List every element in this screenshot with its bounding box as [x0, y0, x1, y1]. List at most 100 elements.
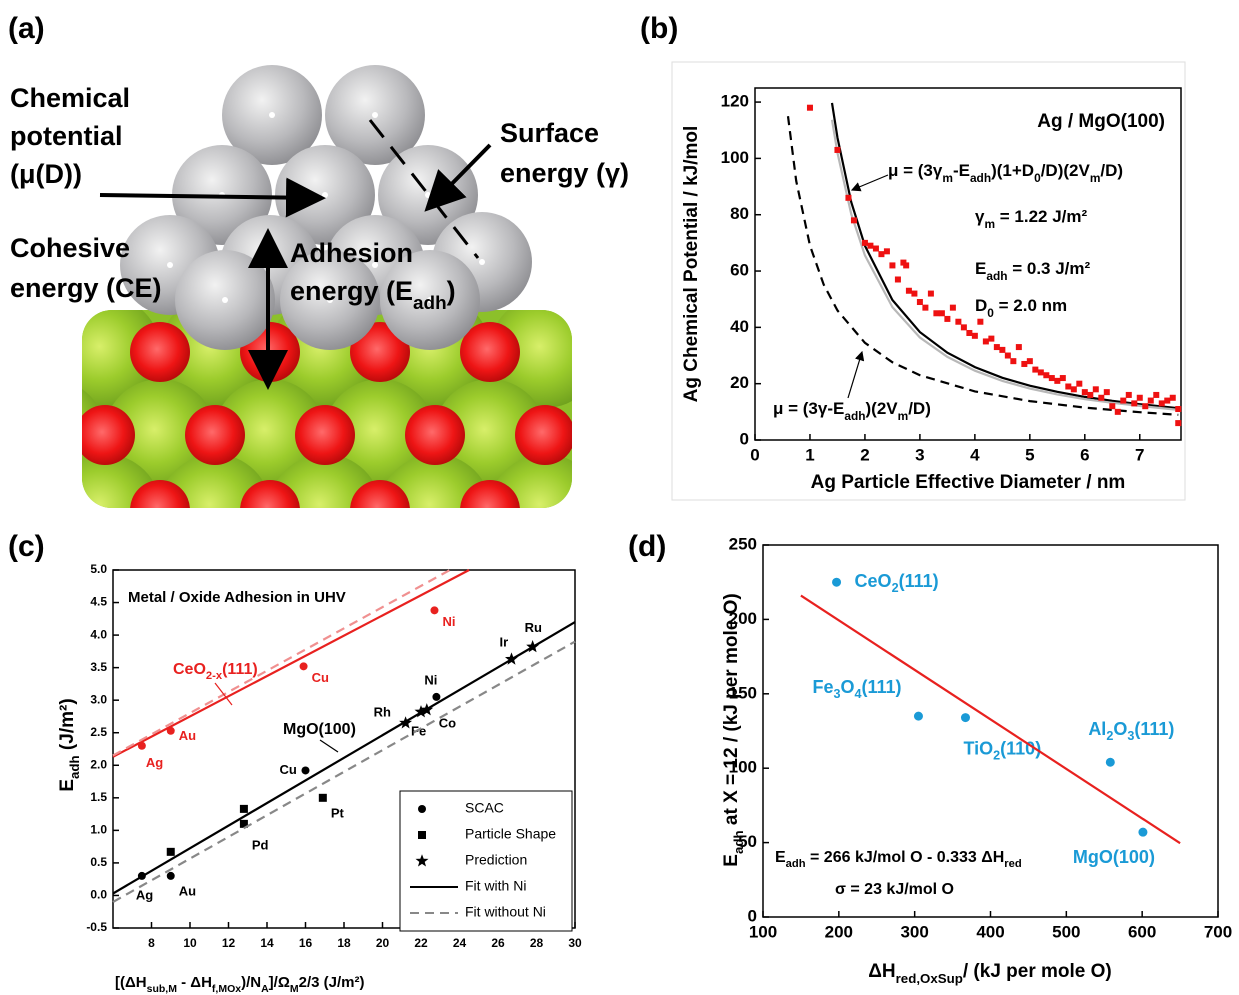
- y-tick-label: 20: [730, 373, 749, 392]
- marker: [966, 330, 972, 336]
- label: Chemical: [10, 83, 130, 113]
- marker: [1076, 381, 1082, 387]
- y-axis-label-part: at X = 12 / (kJ per mole O): [721, 593, 742, 830]
- marker: [862, 240, 868, 246]
- point-label-part: TiO: [963, 738, 993, 758]
- legend-swatch: [418, 831, 426, 839]
- annotation-part: /D): [908, 399, 931, 418]
- oxygen-atom: [460, 480, 520, 540]
- y-tick-label: -0.5: [86, 920, 107, 934]
- point-label: Cu: [280, 762, 297, 777]
- marker: [1159, 400, 1165, 406]
- legend-label: Fit with Ni: [465, 878, 526, 894]
- marker: [972, 333, 978, 339]
- x-tick-label: 26: [491, 936, 505, 950]
- marker: [961, 713, 970, 722]
- marker: [432, 693, 440, 701]
- marker: [1148, 398, 1154, 404]
- annotation-part: m: [1090, 171, 1101, 185]
- marker: [1005, 353, 1011, 359]
- annotation-part: adh: [786, 858, 806, 870]
- oxygen-atom: [405, 405, 465, 465]
- x-tick-label: 12: [222, 936, 236, 950]
- metal-particle: [120, 65, 532, 350]
- point-label-part: (111): [899, 571, 939, 591]
- annotation-part: /D)(2V: [1041, 161, 1091, 180]
- annotation-part: 2-x: [206, 670, 223, 682]
- x-axis-label-part: [(ΔH: [115, 974, 147, 991]
- marker: [1120, 398, 1126, 404]
- point-label: Au: [179, 728, 196, 743]
- marker: [867, 243, 873, 249]
- annotation: μ = (3γm-Eadh)(1+D0/D)(2Vm/D): [888, 161, 1123, 185]
- point-label-part: 4: [855, 687, 862, 701]
- y-axis-label-part: E: [721, 854, 742, 867]
- point-label-part: (111): [1134, 719, 1174, 739]
- label-part: energy (E: [290, 276, 413, 306]
- oxygen-atom: [20, 322, 80, 382]
- legend-label: Particle Shape: [465, 826, 556, 842]
- marker: [889, 262, 895, 268]
- arrow: [848, 352, 862, 398]
- marker: [1032, 367, 1038, 373]
- legend-swatch: [418, 805, 426, 813]
- marker: [1049, 375, 1055, 381]
- marker: [1016, 344, 1022, 350]
- y-tick-label: 1.0: [90, 823, 107, 837]
- marker: [994, 344, 1000, 350]
- annotation-part: μ = (3γ-E: [773, 399, 844, 418]
- marker: [845, 195, 851, 201]
- x-axis-label-part: red,OxSup: [896, 971, 963, 986]
- chart-title: Ag / MgO(100): [1037, 111, 1165, 132]
- oxygen-atom: [240, 480, 300, 540]
- marker: [928, 291, 934, 297]
- marker: [895, 276, 901, 282]
- point-label-part: 3: [1127, 730, 1134, 744]
- figure: (a)Chemicalpotential(μ(D))Surfaceenergy …: [0, 0, 1239, 995]
- marker: [832, 578, 841, 587]
- y-tick-label: 1.5: [90, 790, 107, 804]
- oxygen-atom: [515, 405, 575, 465]
- marker: [1106, 758, 1115, 767]
- x-tick-label: 2: [860, 445, 869, 464]
- marker: [933, 310, 939, 316]
- x-tick-label: 300: [900, 922, 928, 941]
- x-tick-label: 20: [376, 936, 390, 950]
- y-tick-label: 0.5: [90, 855, 107, 869]
- marker: [167, 872, 175, 880]
- point-label-part: O: [1113, 719, 1127, 739]
- highlight: [479, 259, 485, 265]
- annotation-part: adh: [844, 409, 865, 423]
- arrow: [320, 740, 338, 752]
- annotation: μ = (3γ-Eadh)(2Vm/D): [773, 399, 931, 423]
- label: energy (γ): [500, 158, 629, 188]
- panel-label: (a): [8, 12, 45, 45]
- x-tick-label: 16: [299, 936, 313, 950]
- x-tick-label: 28: [530, 936, 544, 950]
- y-tick-label: 3.0: [90, 692, 107, 706]
- annotation-part: CeO: [173, 661, 206, 678]
- oxygen-atom: [350, 480, 410, 540]
- marker: [1065, 383, 1071, 389]
- y-tick-label: 0.0: [90, 888, 107, 902]
- marker: [955, 319, 961, 325]
- marker: [983, 338, 989, 344]
- y-tick-label: 4.0: [90, 627, 107, 641]
- panel-label: (c): [8, 530, 45, 563]
- annotation-part: E: [775, 849, 786, 866]
- annotation: Eadh = 266 kJ/mol O - 0.333 ΔHred: [775, 849, 1022, 870]
- x-axis-label-part: - ΔH: [177, 974, 212, 991]
- annotation-part: E: [975, 259, 986, 278]
- y-tick-label: 120: [721, 92, 749, 111]
- marker: [884, 248, 890, 254]
- point-label-part: 2: [993, 749, 1000, 763]
- label: (μ(D)): [10, 159, 82, 189]
- x-tick-label: 5: [1025, 445, 1034, 464]
- annotation: γm = 1.22 J/m²: [975, 207, 1088, 231]
- annotation-part: = 266 kJ/mol O - 0.333 ΔH: [806, 849, 1005, 866]
- y-tick-label: 100: [721, 148, 749, 167]
- x-tick-label: 3: [915, 445, 924, 464]
- marker: [873, 246, 879, 252]
- marker: [1170, 395, 1176, 401]
- x-tick-label: 500: [1052, 922, 1080, 941]
